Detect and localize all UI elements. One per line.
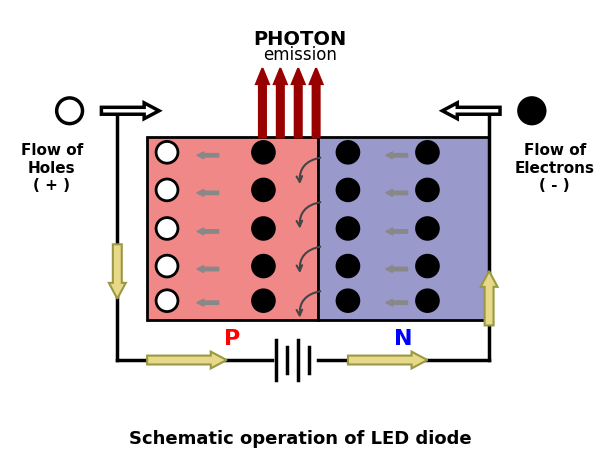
Circle shape	[337, 142, 359, 164]
FancyArrow shape	[348, 352, 428, 368]
Circle shape	[416, 179, 439, 201]
FancyArrow shape	[109, 245, 126, 299]
Text: PHOTON: PHOTON	[253, 30, 347, 49]
FancyArrow shape	[197, 229, 218, 235]
Circle shape	[57, 99, 82, 124]
FancyArrow shape	[197, 190, 218, 197]
FancyArrow shape	[147, 352, 227, 368]
Circle shape	[156, 142, 178, 164]
Circle shape	[252, 218, 275, 240]
FancyArrow shape	[292, 69, 305, 138]
FancyArrow shape	[274, 69, 287, 138]
Circle shape	[519, 99, 544, 124]
Circle shape	[337, 218, 359, 240]
FancyArrow shape	[102, 104, 159, 120]
FancyArrow shape	[197, 152, 218, 159]
Bar	[147, 138, 318, 321]
Circle shape	[337, 256, 359, 277]
Circle shape	[337, 290, 359, 312]
FancyArrow shape	[256, 69, 269, 138]
Circle shape	[252, 179, 275, 201]
FancyArrow shape	[310, 69, 322, 138]
FancyArrow shape	[386, 152, 408, 159]
Circle shape	[416, 290, 439, 312]
FancyArrow shape	[386, 190, 408, 197]
FancyArrow shape	[386, 266, 408, 273]
Circle shape	[252, 142, 275, 164]
Bar	[318, 138, 489, 321]
FancyArrow shape	[386, 229, 408, 235]
FancyArrow shape	[386, 299, 408, 306]
Circle shape	[156, 179, 178, 201]
Circle shape	[416, 142, 439, 164]
Circle shape	[156, 218, 178, 240]
FancyArrow shape	[197, 299, 218, 306]
FancyArrow shape	[442, 104, 500, 120]
Text: emission: emission	[263, 46, 337, 63]
Text: P: P	[224, 328, 241, 349]
Circle shape	[416, 256, 439, 277]
Circle shape	[337, 179, 359, 201]
Circle shape	[156, 290, 178, 312]
Circle shape	[156, 256, 178, 277]
Circle shape	[252, 256, 275, 277]
Text: Flow of
Holes
( + ): Flow of Holes ( + )	[21, 143, 83, 193]
Text: N: N	[394, 328, 413, 349]
Circle shape	[252, 290, 275, 312]
FancyArrow shape	[197, 266, 218, 273]
Circle shape	[416, 218, 439, 240]
Text: Schematic operation of LED diode: Schematic operation of LED diode	[129, 429, 471, 447]
Text: Flow of
Electrons
( - ): Flow of Electrons ( - )	[515, 143, 595, 193]
FancyArrow shape	[480, 272, 497, 326]
